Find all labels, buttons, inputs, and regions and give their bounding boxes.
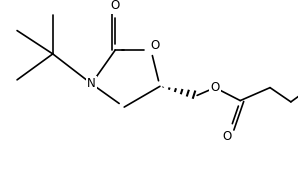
Text: N: N [87,77,96,90]
Text: O: O [111,0,120,12]
Text: O: O [222,130,231,143]
Text: O: O [150,39,159,52]
Text: O: O [210,81,219,94]
